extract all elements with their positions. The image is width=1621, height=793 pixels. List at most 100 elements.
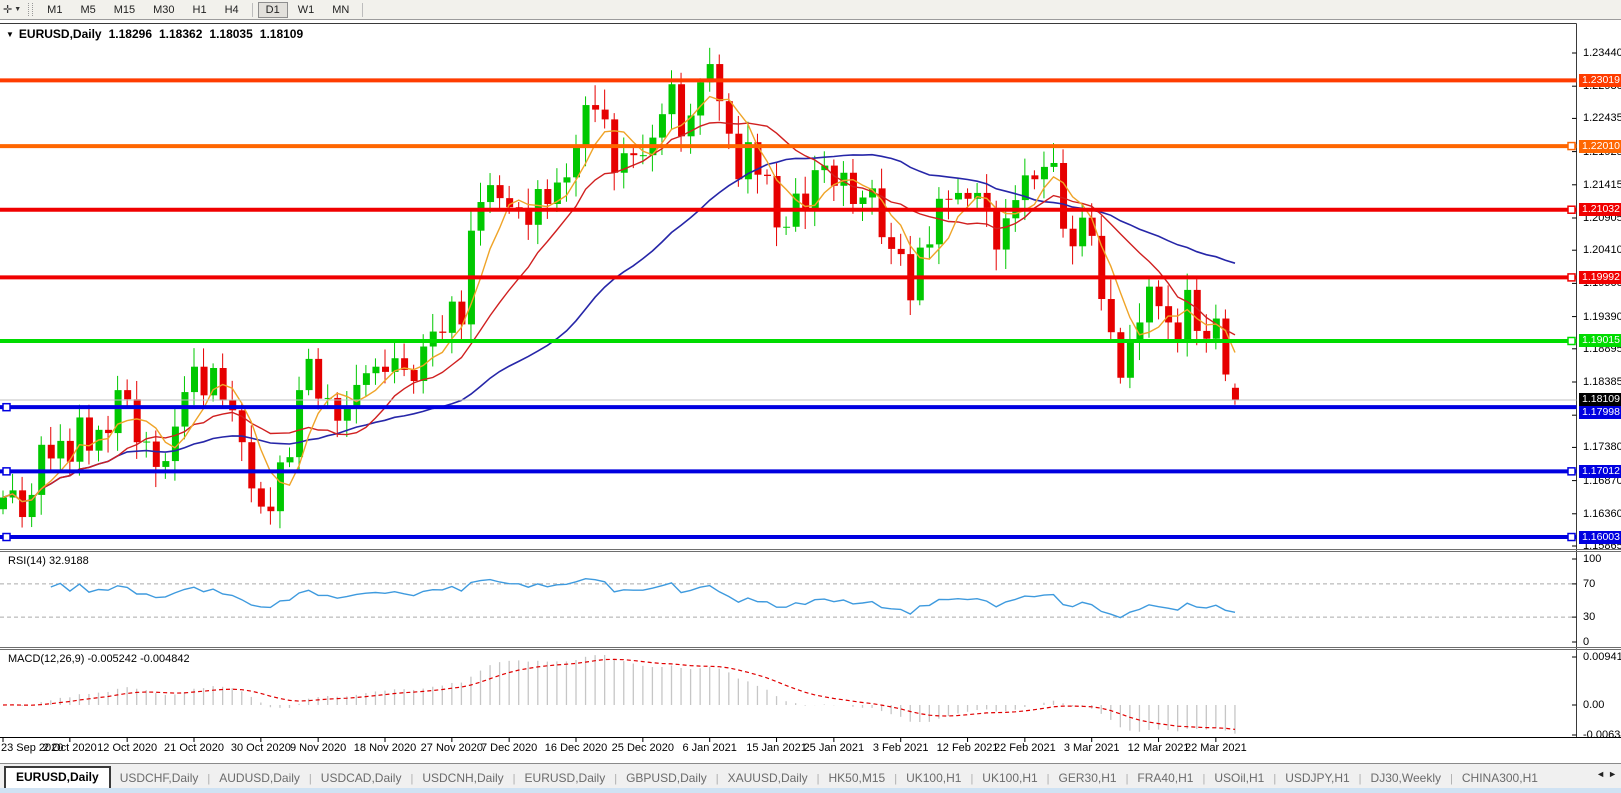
chart-tab-ger30-h1[interactable]: GER30,H1: [1058, 771, 1117, 785]
candle-body: [897, 248, 905, 255]
tab-separator: |: [1202, 773, 1206, 785]
hline-anchor-handle[interactable]: [2, 532, 11, 542]
candle-body: [1203, 330, 1211, 339]
candle-body: [191, 366, 198, 393]
candle-body: [849, 172, 857, 204]
chart-tab-uk100-h1[interactable]: UK100,H1: [906, 771, 962, 785]
timeframe-buttons: M1 M5 M15 M30 H1 H4 D1 W1 MN: [38, 1, 367, 18]
hline-anchor-handle[interactable]: [1567, 141, 1576, 151]
hline-anchor-handle[interactable]: [2, 467, 11, 476]
chart-tab-gbpusd-daily[interactable]: GBPUSD,Daily: [626, 771, 707, 785]
candle-body: [620, 153, 628, 173]
candle-body: [916, 247, 924, 301]
chart-tab-eurusd-daily[interactable]: EURUSD,Daily: [4, 766, 111, 789]
chart-tab-usdcad-daily[interactable]: USDCAD,Daily: [320, 771, 402, 785]
candle-body: [821, 165, 829, 171]
candle-body: [401, 358, 409, 370]
candle-body: [630, 153, 638, 156]
timeframe-button-h1[interactable]: H1: [192, 3, 207, 16]
cursor-tool-icon[interactable]: ✛: [3, 4, 13, 16]
candle-body: [1040, 166, 1048, 180]
candle-body: [1193, 289, 1201, 331]
date-axis-label: 7 Dec 2020: [481, 742, 538, 754]
candle-body: [582, 105, 590, 148]
date-axis-label: 12 Feb 2021: [936, 742, 999, 754]
candle-body: [420, 346, 428, 382]
price-axis-tick: 1.20410: [1583, 244, 1621, 257]
price-axis-tick: 1.17380: [1583, 441, 1621, 454]
date-axis-label: 12 Mar 2021: [1127, 742, 1190, 754]
hline-price-label: 1.22010: [1579, 139, 1621, 153]
candle-body: [974, 192, 982, 199]
hline-anchor-handle[interactable]: [1567, 532, 1576, 542]
hline-anchor-handle[interactable]: [1567, 205, 1576, 214]
candle-body: [496, 185, 504, 199]
hline-anchor-handle[interactable]: [2, 402, 11, 412]
candle-body: [764, 174, 771, 177]
chart-tab-usoil-h1[interactable]: USOil,H1: [1214, 771, 1265, 785]
candle-body: [124, 390, 132, 400]
candle-body: [1184, 289, 1192, 343]
tab-scroll-right-button[interactable]: ►: [1608, 769, 1617, 779]
candle-body: [57, 440, 65, 459]
macd-signal-line: [2, 658, 1236, 730]
candle-body: [448, 301, 456, 333]
chart-tab-uk100-h1[interactable]: UK100,H1: [982, 771, 1038, 785]
candle-body: [181, 392, 189, 427]
hline-anchor-handle[interactable]: [1567, 467, 1576, 476]
candle-body: [439, 331, 447, 333]
hline-price-label: 1.16003: [1579, 530, 1621, 544]
candle-body: [391, 358, 399, 372]
candle-body: [1088, 217, 1096, 236]
chart-tab-usdcnh-daily[interactable]: USDCNH,Daily: [422, 771, 504, 785]
candle-body: [658, 114, 666, 138]
chart-tab-eurusd-daily[interactable]: EURUSD,Daily: [524, 771, 606, 785]
hline-price-label: 1.21032: [1579, 203, 1621, 217]
candle-body: [878, 188, 886, 238]
candle-body: [1155, 286, 1163, 307]
price-axis-tick: 1.19390: [1583, 310, 1621, 323]
hline-anchor-handle[interactable]: [1567, 336, 1576, 346]
chevron-down-icon[interactable]: ▼: [14, 6, 22, 13]
candle-body: [152, 441, 160, 467]
tab-scroll-left-button[interactable]: ◄: [1596, 769, 1605, 779]
timeframe-button-w1[interactable]: W1: [297, 3, 315, 16]
chart-tab-audusd-daily[interactable]: AUDUSD,Daily: [219, 771, 300, 785]
chart-tab-dj30-weekly[interactable]: DJ30,Weekly: [1370, 771, 1442, 785]
candle-body: [840, 172, 848, 186]
current-price-label: 1.18109: [1579, 393, 1621, 406]
timeframe-button-h4[interactable]: H4: [224, 3, 239, 16]
rsi-line: [50, 577, 1236, 619]
timeframe-button-d1[interactable]: D1: [257, 1, 288, 18]
candle-body: [563, 177, 571, 183]
chart-tab-usdjpy-h1[interactable]: USDJPY,H1: [1285, 771, 1350, 785]
chart-tab-hk50-m15[interactable]: HK50,M15: [828, 771, 886, 785]
candle-body: [315, 358, 323, 399]
timeframe-button-m15[interactable]: M15: [113, 3, 136, 16]
chart-tab-china300-h1[interactable]: CHINA300,H1: [1461, 771, 1538, 785]
timeframe-button-m30[interactable]: M30: [153, 3, 175, 16]
date-axis-label: 22 Mar 2021: [1184, 742, 1247, 754]
candle-body: [783, 226, 791, 228]
chart-collapse-icon[interactable]: ▼: [6, 30, 14, 39]
timeframe-button-m1[interactable]: M1: [47, 3, 63, 16]
timeframe-button-m5[interactable]: M5: [80, 3, 96, 16]
candle-body: [28, 494, 36, 518]
chart-tab-xauusd-daily[interactable]: XAUUSD,Daily: [727, 771, 808, 785]
toolbar-grip-handle[interactable]: [28, 3, 34, 16]
candle-body: [305, 358, 313, 391]
tab-separator: |: [894, 773, 898, 785]
date-axis-label: 15 Jan 2021: [746, 742, 807, 754]
candle-body: [1079, 217, 1087, 247]
chart-tab-usdchf-daily[interactable]: USDCHF,Daily: [119, 771, 199, 785]
chart-tab-fra40-h1[interactable]: FRA40,H1: [1137, 771, 1194, 785]
hline-anchor-handle[interactable]: [1567, 273, 1576, 282]
candle-body: [458, 301, 466, 325]
timeframe-button-mn[interactable]: MN: [332, 3, 350, 16]
macd-values: -0.005242 -0.004842: [87, 653, 190, 665]
tab-separator: |: [715, 773, 719, 785]
candle-body: [276, 462, 284, 512]
candle-body: [171, 426, 179, 462]
candle-body: [697, 82, 705, 116]
